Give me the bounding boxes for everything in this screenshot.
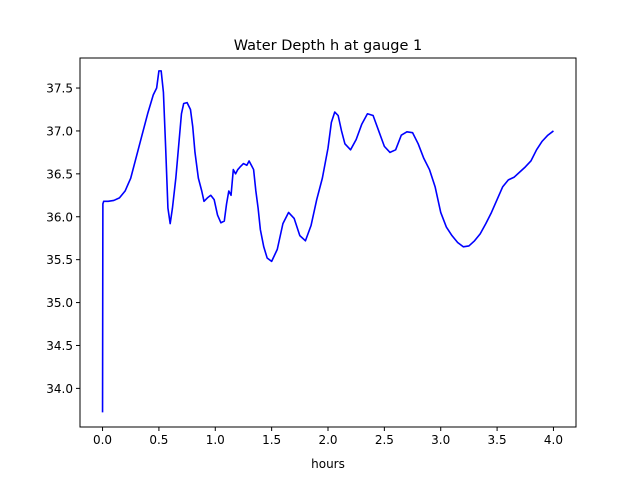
y-tick-label: 37.0 [46,124,73,138]
x-tick-label: 3.0 [431,433,450,447]
y-tick-label: 36.5 [46,167,73,181]
y-tick-label: 36.0 [46,210,73,224]
y-tick-label: 37.5 [46,82,73,96]
y-tick-label: 35.5 [46,253,73,267]
y-tick-label: 35.0 [46,296,73,310]
water-depth-series-line [101,70,554,413]
x-axis-label: hours [311,457,345,471]
y-tick-label: 34.5 [46,339,73,353]
plot-frame [79,57,577,428]
plot-area [101,70,554,413]
x-tick-label: 3.5 [488,433,507,447]
x-tick-label: 0.5 [149,433,168,447]
y-tick-label: 34.0 [46,382,73,396]
x-axis: 0.0 0.5 1.0 1.5 2.0 2.5 3.0 3.5 4.0 [93,427,563,447]
x-tick-label: 2.5 [375,433,394,447]
x-tick-label: 1.0 [206,433,225,447]
x-tick-label: 2.0 [318,433,337,447]
y-axis: 34.0 34.5 35.0 35.5 36.0 36.5 37.0 37.5 [46,82,80,396]
x-tick-label: 0.0 [93,433,112,447]
x-tick-label: 1.5 [262,433,281,447]
x-tick-label: 4.0 [544,433,563,447]
chart-title: Water Depth h at gauge 1 [234,38,422,54]
